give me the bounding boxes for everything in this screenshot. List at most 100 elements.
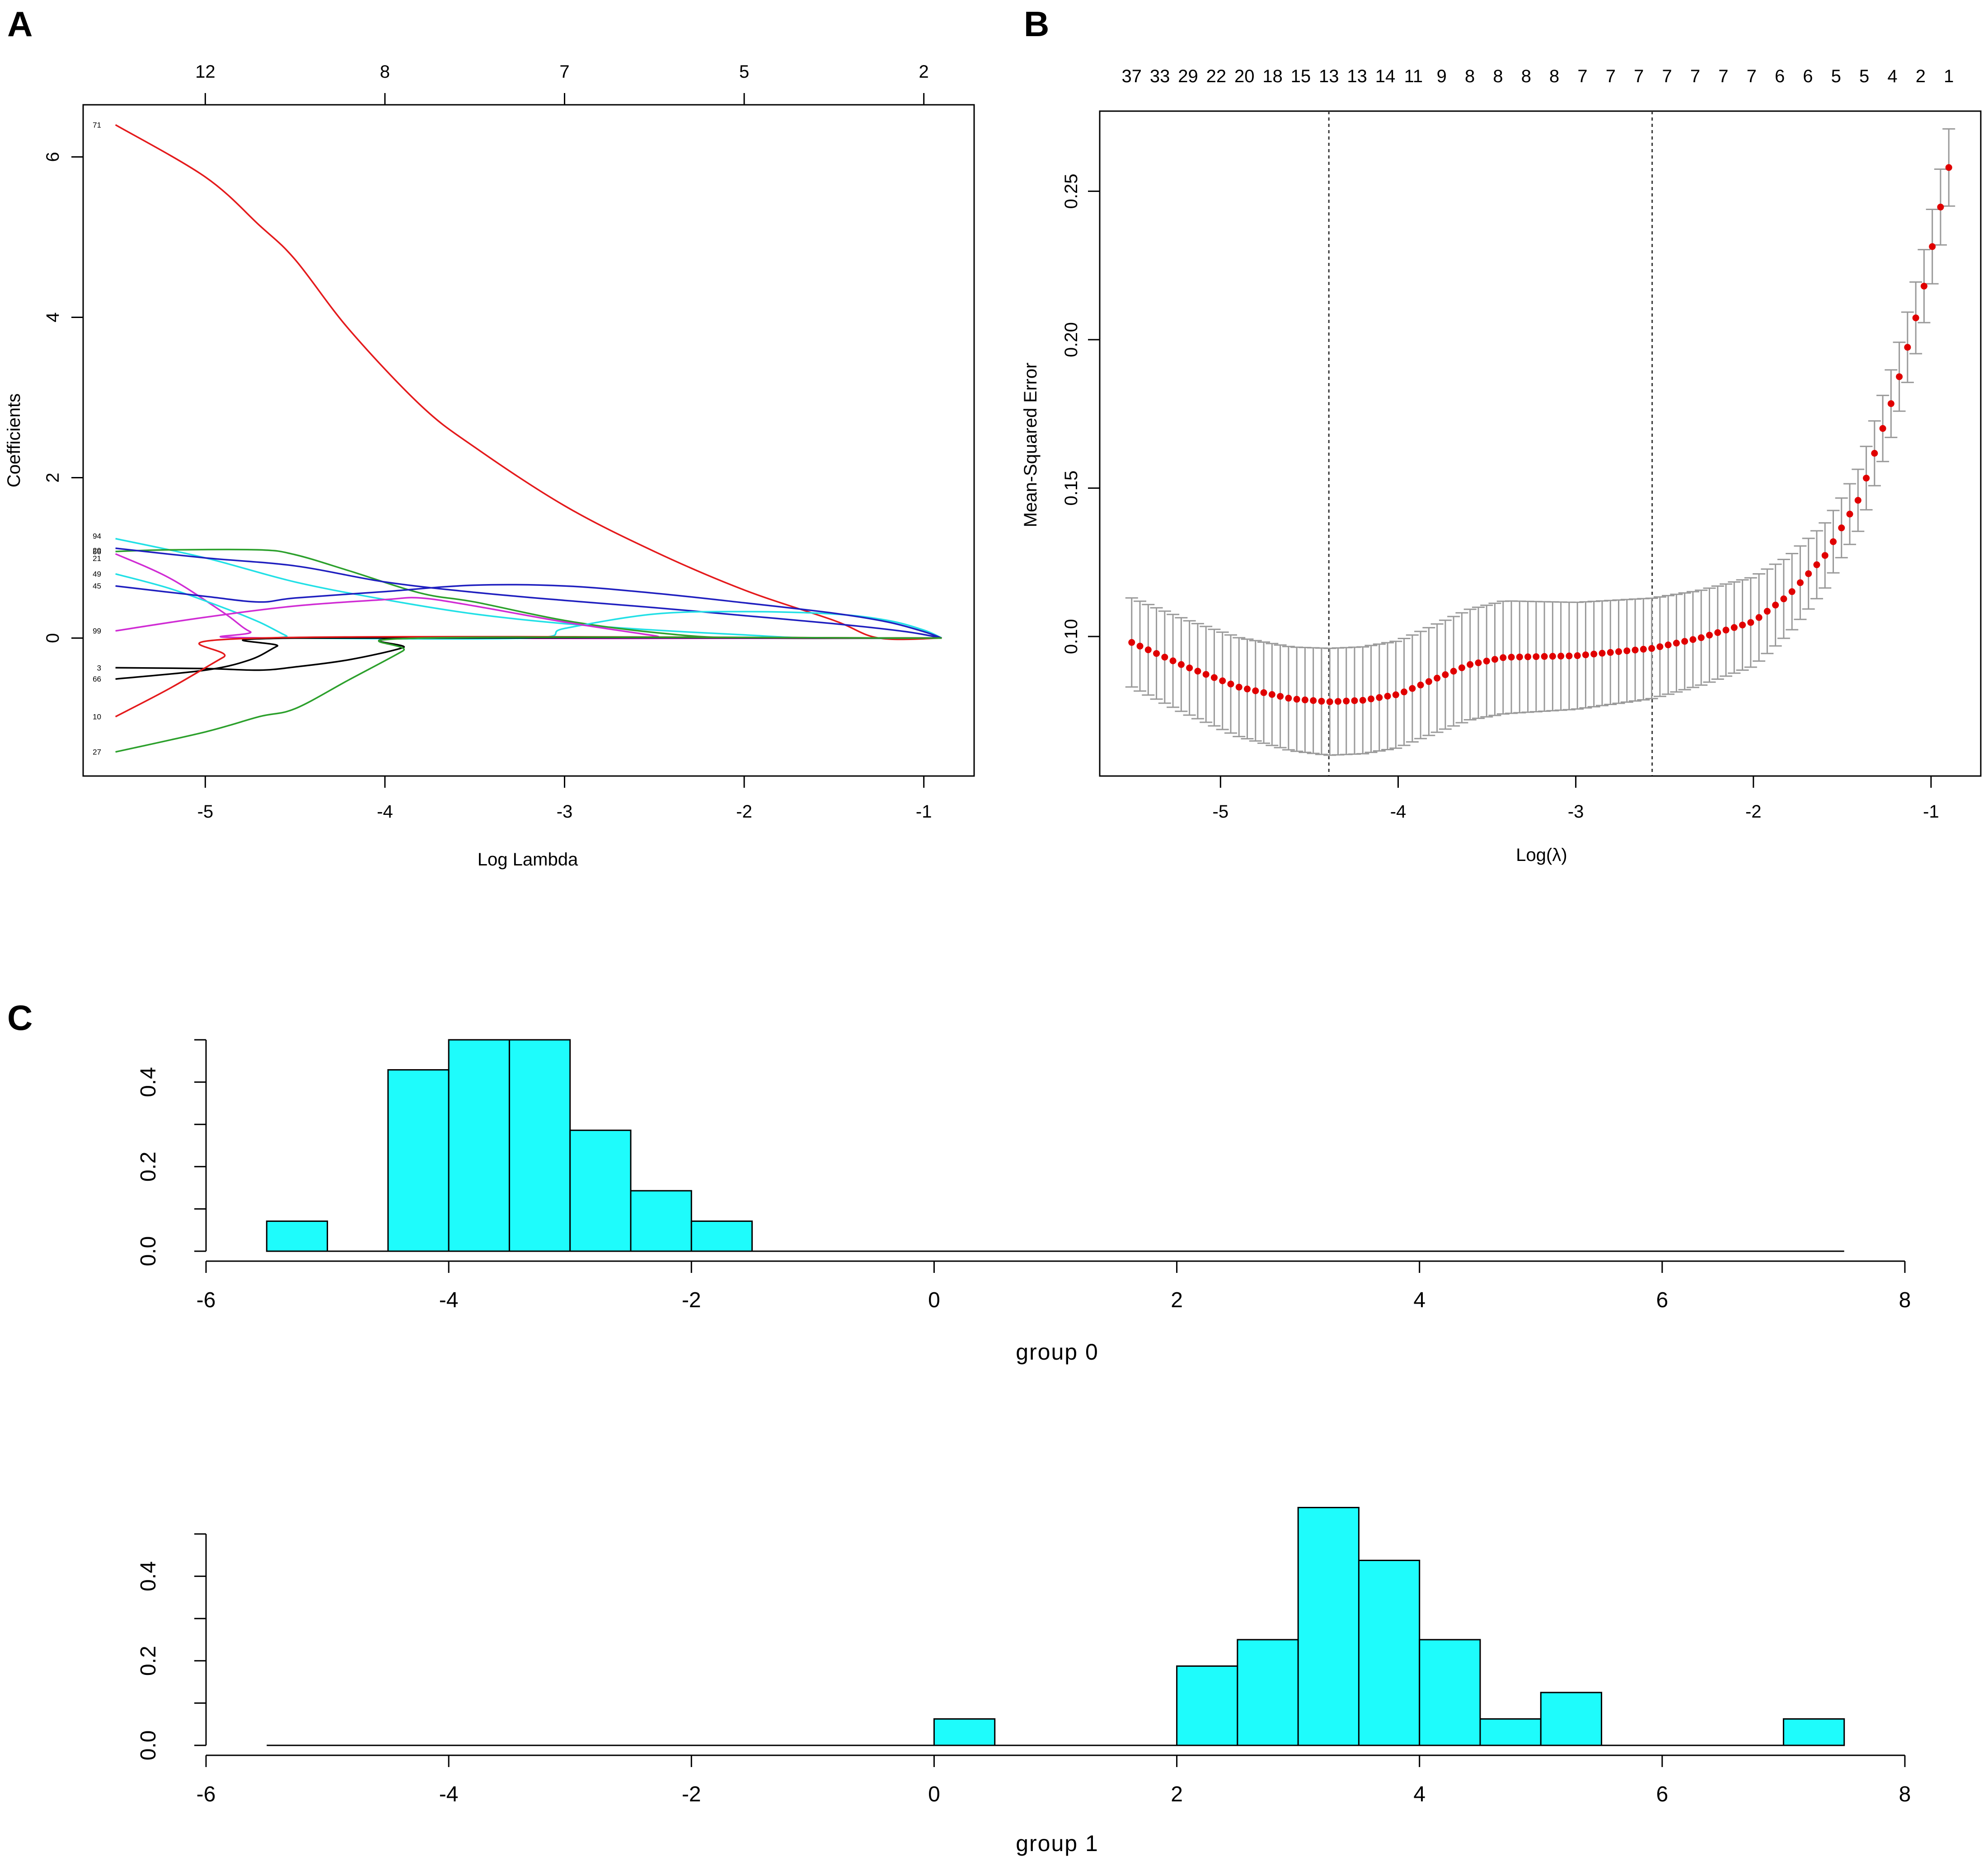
mse-point xyxy=(1566,652,1573,659)
histogram-bar xyxy=(1237,1639,1299,1746)
top-tick-label: 1 xyxy=(1944,66,1954,86)
histogram-bar xyxy=(1176,1665,1238,1746)
mse-point xyxy=(1210,674,1218,681)
mse-point xyxy=(1574,652,1581,659)
mse-point xyxy=(1458,664,1465,671)
mse-point xyxy=(1821,552,1829,559)
mse-point xyxy=(1599,650,1606,657)
histogram-bar xyxy=(569,1129,632,1252)
panel-a-x-axis: -5 -4 -3 -2 -1 xyxy=(197,775,932,822)
mse-point xyxy=(1937,203,1944,210)
histogram-bar xyxy=(266,1220,328,1252)
top-tick-label: 8 xyxy=(1493,66,1503,86)
mse-point xyxy=(1260,689,1267,696)
x-tick-label: -4 xyxy=(1390,802,1407,822)
x-tick-label: -1 xyxy=(916,802,932,822)
mse-point xyxy=(1516,653,1523,660)
mse-point xyxy=(1920,282,1927,290)
mse-point xyxy=(1483,658,1490,665)
mse-point xyxy=(1871,450,1878,457)
top-tick-label: 18 xyxy=(1262,66,1283,86)
x-tick-label: 6 xyxy=(1656,1782,1669,1806)
x-tick-label: -6 xyxy=(197,1288,216,1312)
top-tick-label: 8 xyxy=(1549,66,1559,86)
mse-point xyxy=(1929,243,1936,250)
group0-x-label: group 0 xyxy=(1016,1339,1099,1365)
panel-letter-a: A xyxy=(7,4,33,44)
top-tick-label: 7 xyxy=(1747,66,1757,86)
series-line-45 xyxy=(115,584,942,639)
mse-point xyxy=(1912,314,1919,322)
mse-point xyxy=(1854,497,1861,504)
histogram-bar xyxy=(630,1190,692,1252)
mse-point xyxy=(1640,645,1647,653)
mse-point xyxy=(1401,688,1408,696)
y-tick-label: 0.15 xyxy=(1061,471,1081,506)
y-tick-label: 0.2 xyxy=(136,1646,160,1676)
mse-point xyxy=(1244,685,1251,692)
y-tick-label: 0.20 xyxy=(1061,322,1081,357)
mse-point xyxy=(1681,638,1688,645)
x-tick-label: 0 xyxy=(928,1782,940,1806)
series-label-49: 49 xyxy=(93,570,101,579)
mse-point xyxy=(1863,474,1870,482)
mse-point xyxy=(1500,654,1507,661)
mse-point xyxy=(1169,657,1177,664)
y-tick-label: 0.4 xyxy=(136,1561,160,1591)
x-tick-label: 2 xyxy=(1171,1288,1183,1312)
mse-point xyxy=(1887,400,1894,407)
mse-point xyxy=(1326,698,1333,706)
panel-b-cross-validation: -5 -4 -3 -2 -1 0.100.150.200.25 37 33 29 22 20 18… xyxy=(1021,66,1982,865)
series-label-66: 66 xyxy=(93,675,101,683)
y-tick-label: 4 xyxy=(43,312,63,322)
mse-point xyxy=(1409,685,1416,692)
series-label-71: 71 xyxy=(93,121,101,129)
panel-b-mse-points xyxy=(1128,164,1952,706)
top-tick-label: 4 xyxy=(1887,66,1897,86)
top-tick-label: 29 xyxy=(1178,66,1198,86)
top-tick-label: 12 xyxy=(195,62,216,82)
top-tick-label: 5 xyxy=(739,62,749,82)
mse-point xyxy=(1714,629,1721,636)
top-tick-label: 7 xyxy=(1662,66,1672,86)
group1-x-label: group 1 xyxy=(1016,1831,1099,1856)
histogram-bar xyxy=(1479,1718,1542,1746)
mse-point xyxy=(1541,653,1548,660)
mse-point xyxy=(1549,653,1556,660)
mse-point xyxy=(1524,653,1532,660)
group1-bars xyxy=(267,1507,1845,1746)
mse-point xyxy=(1318,697,1325,705)
group1-axes: -6 -4 -2 0 2 4 6 8 0.0 0.2 0.4 xyxy=(136,1533,1911,1806)
mse-point xyxy=(1730,624,1738,631)
mse-point xyxy=(1128,639,1135,646)
panel-a-y-axis: 0 2 4 6 xyxy=(43,152,84,643)
mse-point xyxy=(1252,687,1259,694)
group0-bars xyxy=(266,1039,1844,1252)
y-tick-label: 0.2 xyxy=(136,1151,160,1182)
histogram-bar xyxy=(1540,1692,1603,1746)
x-tick-label: 0 xyxy=(928,1288,940,1312)
mse-point xyxy=(1227,680,1234,687)
panel-b-top-axis: 37 33 29 22 20 18 15 13 13 14 11 9 8 8 8 8 7 7 7 7 7 7 7 6 6 5 5 4 2… xyxy=(1122,66,1954,86)
mse-point xyxy=(1896,373,1903,380)
top-tick-label: 14 xyxy=(1375,66,1396,86)
series-line-27 xyxy=(115,636,942,753)
top-tick-label: 20 xyxy=(1234,66,1255,86)
mse-point xyxy=(1202,671,1210,678)
histogram-bar xyxy=(1419,1639,1481,1746)
x-tick-label: -4 xyxy=(439,1288,459,1312)
mse-point xyxy=(1301,697,1308,704)
mse-point xyxy=(1557,653,1565,660)
top-tick-label: 7 xyxy=(559,62,569,82)
x-tick-label: 6 xyxy=(1656,1288,1669,1312)
top-tick-label: 13 xyxy=(1319,66,1339,86)
series-label-10: 10 xyxy=(93,713,101,721)
mse-point xyxy=(1334,698,1341,705)
histogram-bar xyxy=(448,1039,510,1252)
mse-point xyxy=(1425,678,1432,685)
mse-point xyxy=(1161,654,1168,661)
top-tick-label: 8 xyxy=(1521,66,1531,86)
mse-point xyxy=(1664,641,1672,649)
